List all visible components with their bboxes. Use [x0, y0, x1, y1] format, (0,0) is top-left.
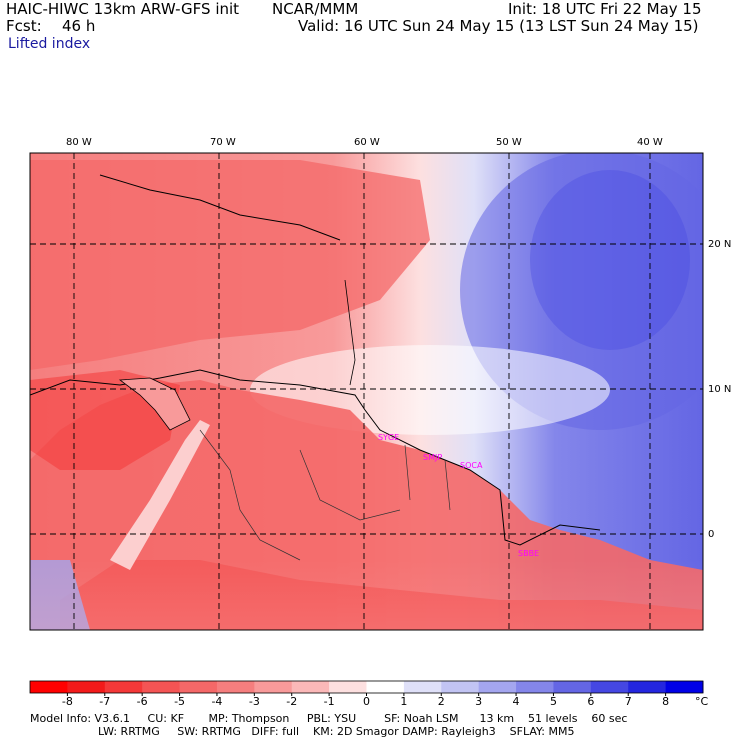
lat-label: 10 N [708, 384, 731, 395]
colorbar-tick-label: 4 [513, 695, 520, 708]
colorbar-tick-label: -2 [286, 695, 297, 708]
lon-label: 60 W [354, 137, 380, 148]
colorbar-tick-label: 7 [625, 695, 632, 708]
model-title: HAIC-HIWC 13km ARW-GFS init [6, 0, 240, 18]
station-label: SMJP [423, 453, 442, 462]
forecast-hours: 46 h [62, 17, 96, 35]
colorbar-swatch [403, 681, 442, 693]
field-name: Lifted index [8, 36, 91, 52]
colorbar-swatch [553, 681, 592, 693]
colorbar-tick-label: 3 [475, 695, 482, 708]
colorbar-tick-label: -4 [211, 695, 222, 708]
colorbar-tick-label: -8 [62, 695, 73, 708]
andes-strip [110, 420, 210, 570]
colorbar-tick-label: 0 [363, 695, 370, 708]
colorbar-swatch [329, 681, 367, 693]
colorbar-tick-label: -3 [249, 695, 260, 708]
station-label: SBBE [518, 549, 539, 558]
colorbar-tick-label: 2 [438, 695, 445, 708]
org-label: NCAR/MMM [272, 0, 359, 18]
colorbar: -8 -7 -6 -5 -4 -3 -2 -1 0 1 2 3 4 5 6 7 8 [29, 680, 704, 708]
colorbar-swatch [441, 681, 480, 693]
lat-label: 0 [708, 529, 714, 540]
init-time: Init: 18 UTC Fri 22 May 15 [508, 0, 702, 18]
colorbar-tick-label: -5 [174, 695, 185, 708]
forecast-label: Fcst: [6, 17, 42, 35]
valid-time: Valid: 16 UTC Sun 24 May 15 (13 LST Sun … [298, 17, 699, 35]
caribbean-region [30, 160, 430, 370]
antilles [99, 174, 341, 241]
model-info-line1: Model Info: V3.6.1 CU: KF MP: Thompson P… [30, 712, 628, 725]
model-info-line2: LW: RRTMG SW: RRTMG DIFF: full KM: 2D Sm… [98, 725, 575, 738]
colorbar-swatch [254, 681, 293, 693]
colorbar-swatch [590, 681, 629, 693]
colorbar-swatch [104, 681, 143, 693]
borders [199, 429, 451, 561]
colorbar-swatch [516, 681, 554, 693]
lon-label: 70 W [210, 137, 236, 148]
station-label: SOCA [460, 461, 483, 470]
colorbar-tick-label: -6 [137, 695, 148, 708]
lon-label: 50 W [496, 137, 522, 148]
colorbar-swatch [628, 681, 667, 693]
map-frame [29, 152, 704, 631]
lat-label: 20 N [708, 239, 731, 250]
colorbar-swatch [366, 681, 405, 693]
station-label: SYGE [378, 433, 399, 442]
colorbar-tick-label: -7 [99, 695, 110, 708]
lon-label: 40 W [637, 137, 663, 148]
colorbar-swatch [216, 681, 255, 693]
colorbar-swatch [291, 681, 330, 693]
colorbar-swatch [478, 681, 517, 693]
colorbar-swatch [30, 681, 68, 693]
colorbar-swatch [665, 681, 704, 693]
colorbar-tick-label: 5 [550, 695, 557, 708]
colorbar-swatch [67, 681, 106, 693]
colorbar-unit: °C [695, 695, 709, 708]
lon-label: 80 W [66, 137, 92, 148]
colorbar-tick-label: 8 [662, 695, 669, 708]
colorbar-tick-label: 1 [400, 695, 407, 708]
colorbar-swatch [179, 681, 218, 693]
colorbar-swatch [142, 681, 181, 693]
lake-maracaibo [118, 377, 191, 431]
map-field [30, 153, 703, 630]
colorbar-tick-label: 6 [587, 695, 594, 708]
lesser-antilles [344, 279, 356, 386]
graticule [30, 153, 703, 630]
colorbar-tick-label: -1 [324, 695, 335, 708]
stable-core [530, 170, 690, 350]
